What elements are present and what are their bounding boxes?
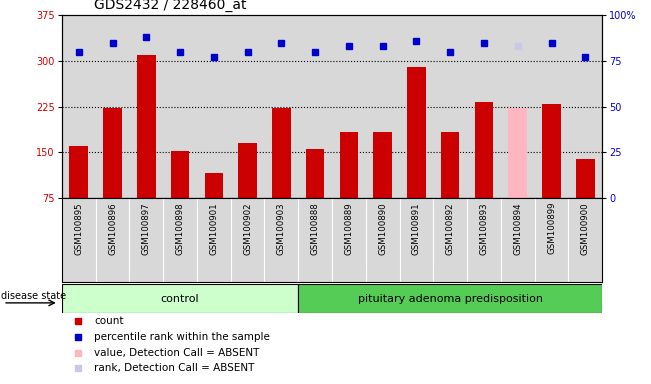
Bar: [272, 108, 290, 198]
Text: GSM100897: GSM100897: [142, 202, 151, 255]
Text: rank, Detection Call = ABSENT: rank, Detection Call = ABSENT: [94, 363, 255, 373]
Text: GSM100902: GSM100902: [243, 202, 252, 255]
Text: GSM100892: GSM100892: [446, 202, 454, 255]
Text: GSM100893: GSM100893: [480, 202, 488, 255]
Text: GSM100903: GSM100903: [277, 202, 286, 255]
Text: GSM100889: GSM100889: [344, 202, 353, 255]
Text: GSM100888: GSM100888: [311, 202, 320, 255]
Text: value, Detection Call = ABSENT: value, Detection Call = ABSENT: [94, 348, 260, 358]
Bar: [441, 132, 460, 198]
Bar: [306, 149, 324, 198]
Bar: [171, 151, 189, 198]
Text: disease state: disease state: [1, 291, 66, 301]
Bar: [542, 104, 561, 198]
Bar: [475, 102, 493, 198]
Text: GDS2432 / 228460_at: GDS2432 / 228460_at: [94, 0, 247, 12]
Bar: [298, 284, 602, 313]
Text: GSM100898: GSM100898: [176, 202, 184, 255]
Text: percentile rank within the sample: percentile rank within the sample: [94, 332, 270, 342]
Text: GSM100899: GSM100899: [547, 202, 556, 255]
Bar: [508, 108, 527, 198]
Text: GSM100900: GSM100900: [581, 202, 590, 255]
Bar: [70, 146, 88, 198]
Bar: [62, 284, 298, 313]
Text: GSM100894: GSM100894: [513, 202, 522, 255]
Bar: [576, 159, 594, 198]
Text: GSM100901: GSM100901: [210, 202, 218, 255]
Text: pituitary adenoma predisposition: pituitary adenoma predisposition: [357, 293, 543, 304]
Bar: [238, 143, 257, 198]
Text: GSM100890: GSM100890: [378, 202, 387, 255]
Text: GSM100891: GSM100891: [412, 202, 421, 255]
Bar: [407, 67, 426, 198]
Text: GSM100896: GSM100896: [108, 202, 117, 255]
Bar: [137, 55, 156, 198]
Bar: [340, 132, 358, 198]
Text: control: control: [161, 293, 199, 304]
Text: GSM100895: GSM100895: [74, 202, 83, 255]
Bar: [204, 174, 223, 198]
Bar: [374, 132, 392, 198]
Bar: [104, 108, 122, 198]
Text: count: count: [94, 316, 124, 326]
